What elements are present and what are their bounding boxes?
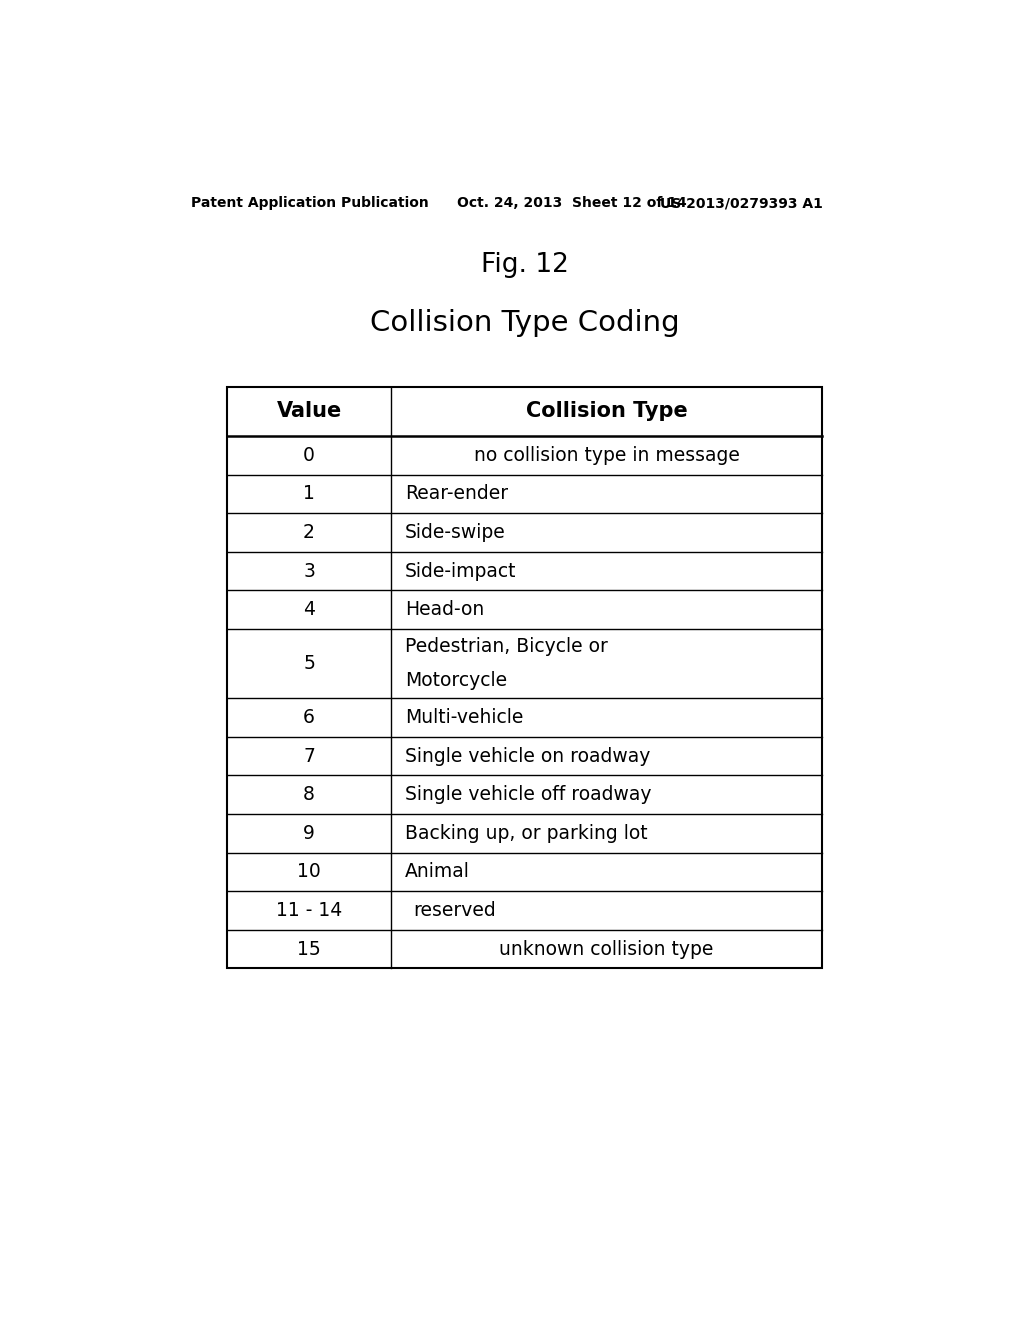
Text: Value: Value [276,401,342,421]
Text: 8: 8 [303,785,315,804]
Text: 15: 15 [297,940,321,958]
Text: Animal: Animal [406,862,470,882]
Text: 9: 9 [303,824,315,842]
Text: no collision type in message: no collision type in message [474,446,739,465]
Text: 4: 4 [303,601,315,619]
Text: Single vehicle on roadway: Single vehicle on roadway [406,747,650,766]
Text: Pedestrian, Bicycle or: Pedestrian, Bicycle or [406,636,608,656]
Text: Patent Application Publication: Patent Application Publication [191,195,429,210]
Text: 3: 3 [303,561,315,581]
Text: US 2013/0279393 A1: US 2013/0279393 A1 [659,195,822,210]
Text: Fig. 12: Fig. 12 [481,252,568,279]
Text: 7: 7 [303,747,315,766]
Text: Head-on: Head-on [406,601,484,619]
Text: 1: 1 [303,484,315,503]
Text: Oct. 24, 2013  Sheet 12 of 14: Oct. 24, 2013 Sheet 12 of 14 [458,195,687,210]
Text: 6: 6 [303,708,315,727]
Text: Collision Type Coding: Collision Type Coding [370,309,680,337]
Text: 0: 0 [303,446,315,465]
Text: 2: 2 [303,523,315,543]
Text: reserved: reserved [413,902,496,920]
Text: 5: 5 [303,653,315,673]
Text: Side-swipe: Side-swipe [406,523,506,543]
Text: Multi-vehicle: Multi-vehicle [406,708,523,727]
Text: Backing up, or parking lot: Backing up, or parking lot [406,824,648,842]
Text: 11 - 14: 11 - 14 [275,902,342,920]
Text: Rear-ender: Rear-ender [406,484,508,503]
Text: Side-impact: Side-impact [406,561,517,581]
Text: Single vehicle off roadway: Single vehicle off roadway [406,785,651,804]
Text: Collision Type: Collision Type [525,401,687,421]
Text: unknown collision type: unknown collision type [500,940,714,958]
Text: 10: 10 [297,862,321,882]
Text: Motorcycle: Motorcycle [406,672,507,690]
Bar [227,387,822,969]
